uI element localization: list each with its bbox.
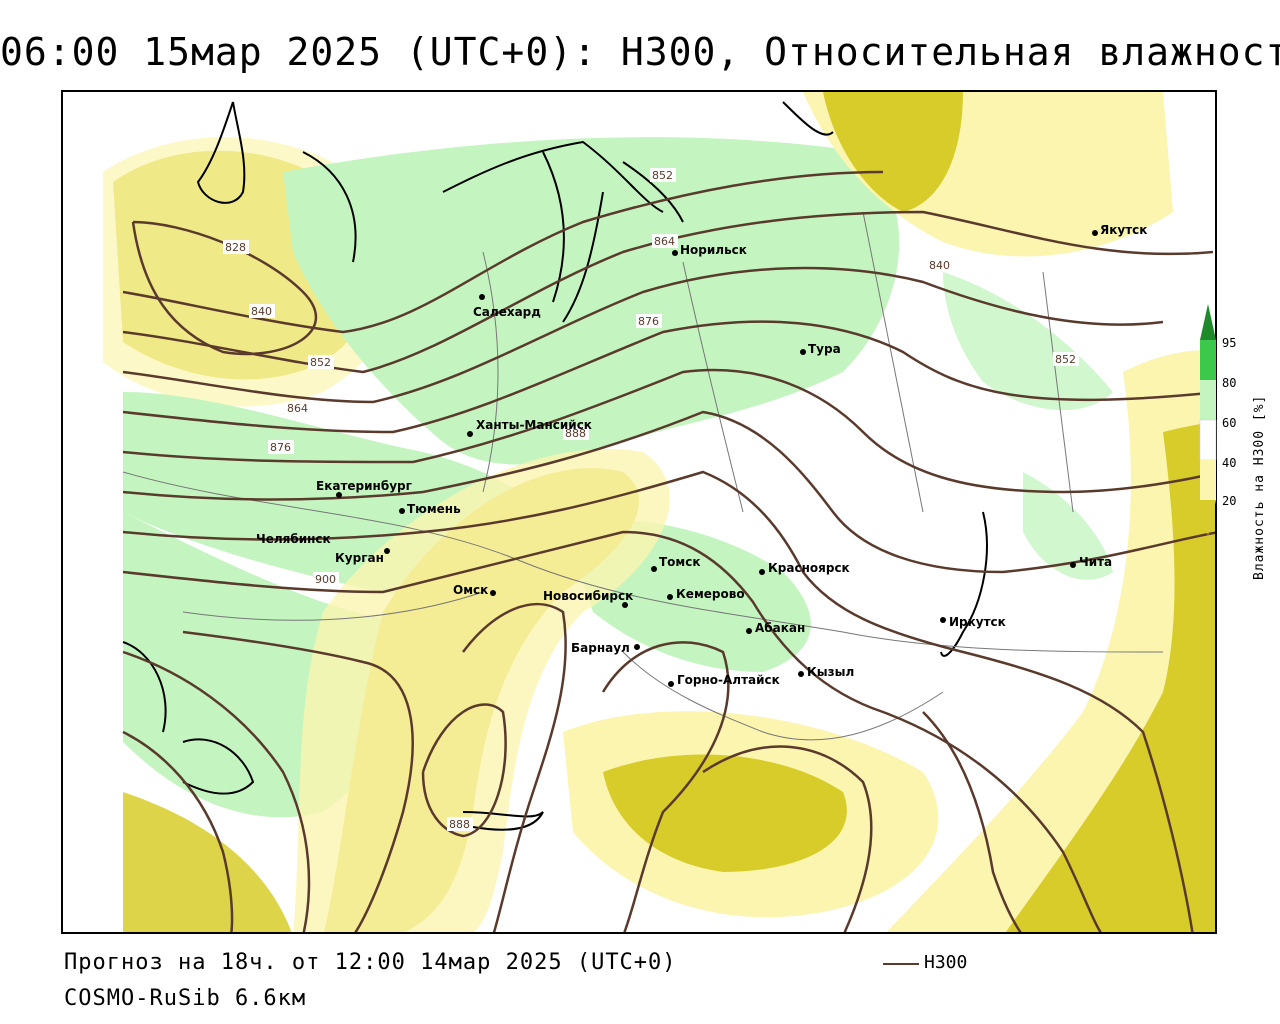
city-label-tura[interactable]: Тура <box>808 342 841 356</box>
weather-map[interactable]: 828 840 852 864 876 888 900 852 864 876 … <box>61 90 1217 934</box>
city-dot <box>800 349 806 355</box>
city-label-irkutsk[interactable]: Иркутск <box>949 615 1006 629</box>
isoline-label: 876 <box>270 441 291 454</box>
city-label-chita[interactable]: Чита <box>1079 555 1112 569</box>
city-label-barnaul[interactable]: Барнаул <box>571 641 630 655</box>
city-label-yekaterinburg[interactable]: Екатеринбург <box>316 479 412 493</box>
city-label-kemerovo[interactable]: Кемерово <box>676 587 745 601</box>
city-label-gorno-altaysk[interactable]: Горно-Алтайск <box>677 673 780 687</box>
isoline-label: 852 <box>310 356 331 369</box>
colorbar-segment-80-95 <box>1200 340 1216 380</box>
city-dot <box>759 569 765 575</box>
isoline-label: 852 <box>1055 353 1076 366</box>
isoline-label: 840 <box>929 259 950 272</box>
city-label-krasnoyarsk[interactable]: Красноярск <box>768 561 850 575</box>
h300-legend-label: H300 <box>924 952 967 973</box>
colorbar-title: Влажность на H300 [%] <box>1252 395 1267 580</box>
city-dot <box>490 590 496 596</box>
city-dot <box>1070 562 1076 568</box>
city-dot <box>667 594 673 600</box>
city-label-yakutsk[interactable]: Якутск <box>1100 223 1147 237</box>
city-dot <box>940 617 946 623</box>
city-label-omsk[interactable]: Омск <box>453 583 488 597</box>
city-label-salekhard[interactable]: Салехард <box>473 305 541 319</box>
isoline-label: 864 <box>287 402 308 415</box>
city-dot <box>634 644 640 650</box>
map-canvas: 828 840 852 864 876 888 900 852 864 876 … <box>63 92 1217 934</box>
colorbar-segment-60-80 <box>1200 380 1216 420</box>
city-dot <box>399 508 405 514</box>
city-label-khanty-mansiysk[interactable]: Ханты-Мансийск <box>476 418 592 432</box>
forecast-info: Прогноз на 18ч. от 12:00 14мар 2025 (UTC… <box>64 950 677 975</box>
humidity-field <box>103 92 1217 934</box>
colorbar-segment-below-20 <box>1200 500 1216 536</box>
city-dot <box>746 628 752 634</box>
colorbar-tick: 95 <box>1222 336 1236 350</box>
colorbar-segment-40-60 <box>1200 420 1216 460</box>
city-label-tomsk[interactable]: Томск <box>659 555 701 569</box>
isoline-label: 900 <box>315 573 336 586</box>
city-label-kurgan[interactable]: Курган <box>335 551 384 565</box>
colorbar-tick: 60 <box>1222 416 1236 430</box>
city-dot <box>651 566 657 572</box>
city-dot <box>384 548 390 554</box>
isoline-label: 828 <box>225 241 246 254</box>
isoline-label: 852 <box>652 169 673 182</box>
colorbar-segment-20-40 <box>1200 460 1216 500</box>
city-label-abakan[interactable]: Абакан <box>755 621 805 635</box>
city-dot <box>479 294 485 300</box>
city-dot <box>1092 230 1098 236</box>
isoline-label: 840 <box>251 305 272 318</box>
city-label-novosibirsk[interactable]: Новосибирск <box>543 589 633 603</box>
colorbar-segment-above-95 <box>1200 304 1216 340</box>
city-label-chelyabinsk[interactable]: Челябинск <box>256 532 331 546</box>
isoline-label: 876 <box>638 315 659 328</box>
colorbar-tick: 20 <box>1222 494 1236 508</box>
humidity-colorbar <box>1198 300 1218 540</box>
map-title: 06:00 15мар 2025 (UTC+0): H300, Относите… <box>0 30 1280 74</box>
isoline-label: 888 <box>449 818 470 831</box>
h300-legend-line <box>883 963 919 965</box>
city-dot <box>798 671 804 677</box>
city-dot <box>668 681 674 687</box>
city-dot <box>672 250 678 256</box>
city-label-kyzyl[interactable]: Кызыл <box>807 665 854 679</box>
city-label-norilsk[interactable]: Норильск <box>680 243 747 257</box>
model-name: COSMO-RuSib 6.6км <box>64 986 306 1011</box>
city-label-tyumen[interactable]: Тюмень <box>407 502 461 516</box>
isoline-label: 864 <box>654 235 675 248</box>
colorbar-tick: 80 <box>1222 376 1236 390</box>
city-dot <box>467 431 473 437</box>
colorbar-tick: 40 <box>1222 456 1236 470</box>
